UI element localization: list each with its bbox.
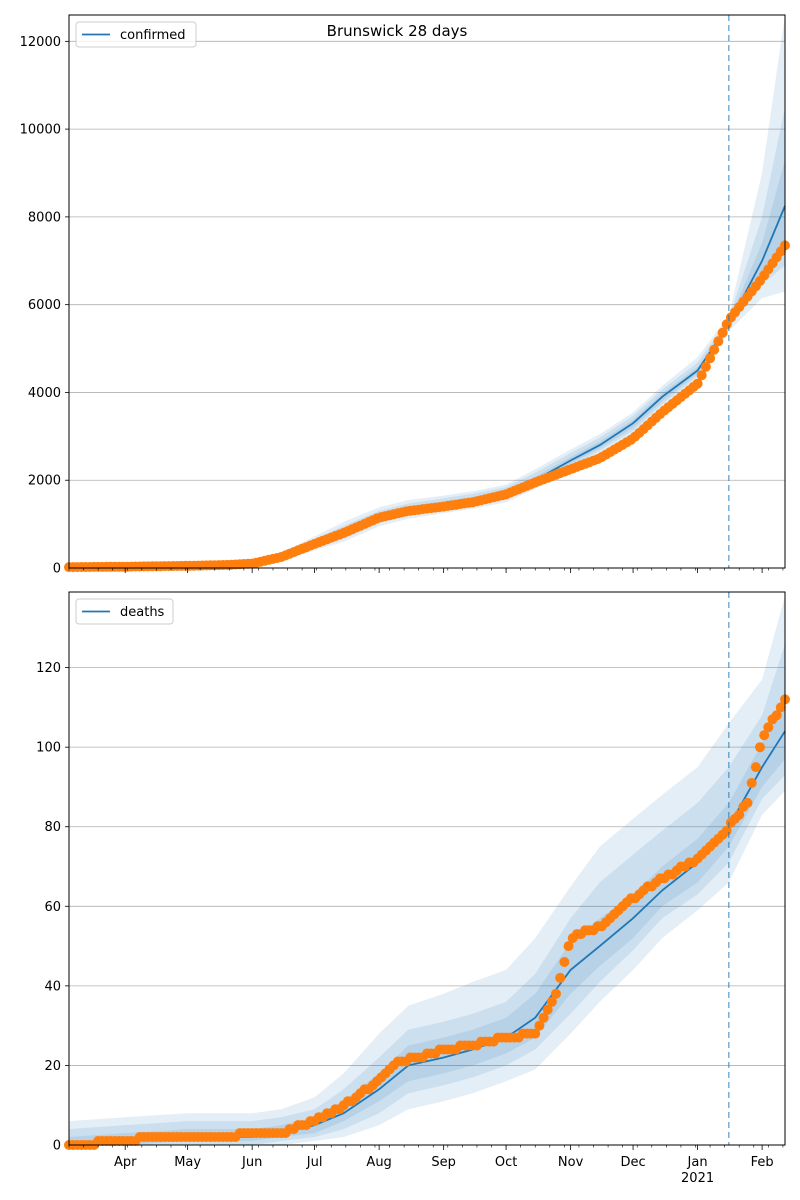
observed-point	[542, 1004, 553, 1015]
y-tick-label: 2000	[28, 474, 61, 489]
observed-point	[775, 702, 786, 713]
x-tick-label: Jan	[687, 1155, 708, 1170]
observed-point	[763, 722, 774, 733]
y-tick-label: 60	[44, 900, 61, 915]
x-tick-label: Oct	[495, 1155, 517, 1170]
observed-point	[563, 941, 574, 952]
y-tick-label: 120	[36, 661, 61, 676]
x-tick-label: Apr	[114, 1155, 137, 1170]
observed-point	[555, 972, 566, 983]
legend: confirmed	[75, 21, 197, 48]
y-tick-label: 10000	[20, 123, 61, 138]
observed-point	[538, 1012, 549, 1023]
observed-point	[746, 778, 757, 788]
y-tick-label: 12000	[20, 35, 61, 50]
observed-point	[709, 344, 720, 355]
confidence-band-1	[69, 15, 785, 568]
confirmed-chart: 0 2000 4000 6000 8000 10000 12000 confirmed Brun…	[20, 14, 790, 577]
x-tick-label: Jul	[306, 1155, 323, 1170]
legend-box	[75, 21, 197, 48]
observed-point	[742, 797, 753, 808]
y-tick-label: 20	[44, 1059, 61, 1074]
observed-point	[546, 996, 557, 1007]
observed-point	[759, 730, 770, 741]
deaths-chart: 0 20 40 60 80 100 120 Apr May Jun Jul Aug Sep Oct Nov D…	[36, 591, 790, 1186]
observed-point	[696, 370, 707, 381]
x-tick-label: Feb	[751, 1155, 774, 1170]
observed-point	[755, 742, 765, 753]
y-tick-label: 40	[44, 979, 61, 994]
observed-point	[551, 988, 561, 999]
legend-box	[75, 598, 174, 625]
x-tick-label: Aug	[366, 1155, 391, 1170]
x-tick-label: Nov	[558, 1155, 584, 1170]
legend-label: confirmed	[120, 28, 186, 43]
x-tick-label: Sep	[431, 1155, 456, 1170]
observed-point	[559, 957, 570, 967]
axes-frame	[68, 591, 786, 1146]
observed-point	[692, 378, 703, 389]
y-tick-label: 100	[36, 741, 61, 756]
observed-point	[771, 710, 782, 721]
x-tick-label: Jun	[241, 1155, 262, 1170]
x-tick-label: May	[174, 1155, 201, 1170]
y-tick-label: 80	[44, 820, 61, 835]
legend: deaths	[75, 598, 174, 625]
x-tick-label: Dec	[620, 1155, 645, 1170]
y-tick-label: 0	[53, 562, 61, 577]
observed-point	[713, 336, 724, 347]
observed-point	[734, 809, 745, 820]
y-tick-label: 8000	[28, 210, 61, 225]
x-tick-year-label: 2021	[681, 1171, 714, 1186]
legend-label: deaths	[120, 605, 165, 620]
y-tick-label: 4000	[28, 386, 61, 401]
y-tick-label: 0	[53, 1139, 61, 1154]
chart-title: Brunswick 28 days	[327, 22, 468, 40]
confidence-band-1	[69, 596, 785, 1145]
observed-point	[530, 1028, 541, 1039]
axes-frame	[68, 14, 786, 569]
observed-point	[750, 762, 761, 773]
y-tick-label: 6000	[28, 298, 61, 313]
observed-point	[534, 1020, 545, 1031]
observed-point	[700, 361, 711, 372]
observed-point	[717, 327, 728, 338]
observed-point	[705, 353, 716, 364]
